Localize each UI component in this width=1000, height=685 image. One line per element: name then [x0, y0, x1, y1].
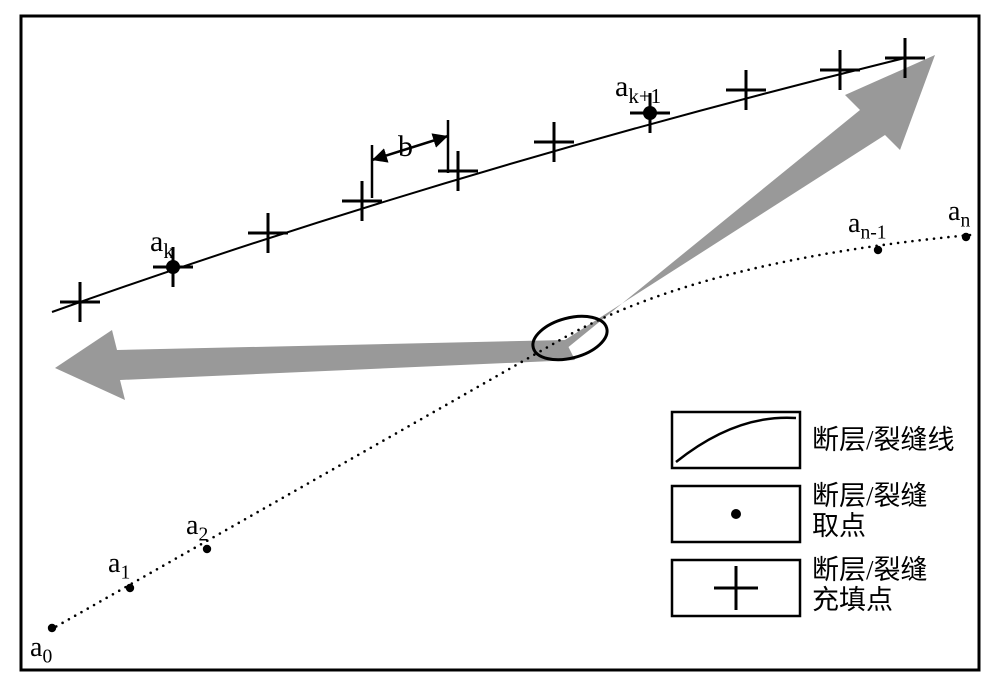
legend-box-0 [672, 412, 800, 468]
label-an-1: an-1 [848, 208, 887, 245]
sample-point-an [962, 233, 970, 241]
sample-point-a1 [126, 584, 134, 592]
label-a1: a1 [108, 548, 130, 585]
legend-text-dot: 断层/裂缝取点 [812, 482, 928, 541]
label-a0: a0 [30, 632, 52, 669]
legend-dot-icon [731, 509, 741, 519]
label-b: b [398, 130, 413, 164]
legend-text-cross: 断层/裂缝充填点 [812, 556, 928, 615]
sample-point-an-1 [874, 246, 882, 254]
label-ak1: ak+1 [615, 70, 661, 109]
sample-point-a0 [48, 624, 56, 632]
label-ak: ak [150, 225, 174, 264]
zoom-arrow-0 [55, 330, 575, 400]
label-a2: a2 [186, 510, 208, 547]
legend-text-line: 断层/裂缝线 [812, 426, 955, 456]
label-an: an [948, 196, 970, 233]
